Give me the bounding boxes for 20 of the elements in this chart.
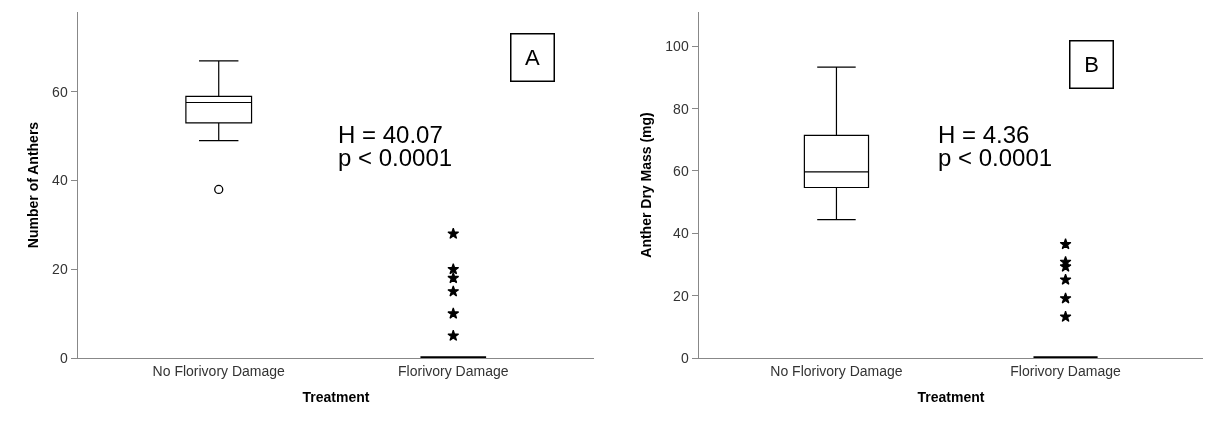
y-tick-label: 60 — [673, 162, 689, 179]
y-tick-label: 20 — [673, 287, 689, 304]
y-tick-label: 80 — [673, 100, 689, 117]
y-axis-title: Number of Anthers — [24, 121, 41, 249]
y-tick-label: 40 — [52, 172, 68, 189]
x-tick-label: No Florivory Damage — [770, 363, 903, 380]
x-tick-label: No Florivory Damage — [152, 363, 286, 380]
y-tick-label: 0 — [59, 349, 68, 366]
y-tick-label: 20 — [52, 261, 68, 278]
y-tick-label: 40 — [673, 225, 689, 242]
annotation: A — [525, 45, 540, 70]
x-tick-label: Florivory Damage — [398, 363, 509, 380]
y-tick-label: 60 — [52, 83, 68, 100]
y-axis-title: Anther Dry Mass (mg) — [638, 112, 655, 258]
y-tick-label: 0 — [680, 349, 689, 366]
x-axis-title: Treatment — [302, 389, 370, 406]
x-tick-label: Florivory Damage — [1010, 363, 1121, 380]
annotation: B — [1084, 52, 1099, 77]
x-axis-title: Treatment — [917, 389, 985, 406]
y-tick-label: 100 — [665, 38, 689, 55]
